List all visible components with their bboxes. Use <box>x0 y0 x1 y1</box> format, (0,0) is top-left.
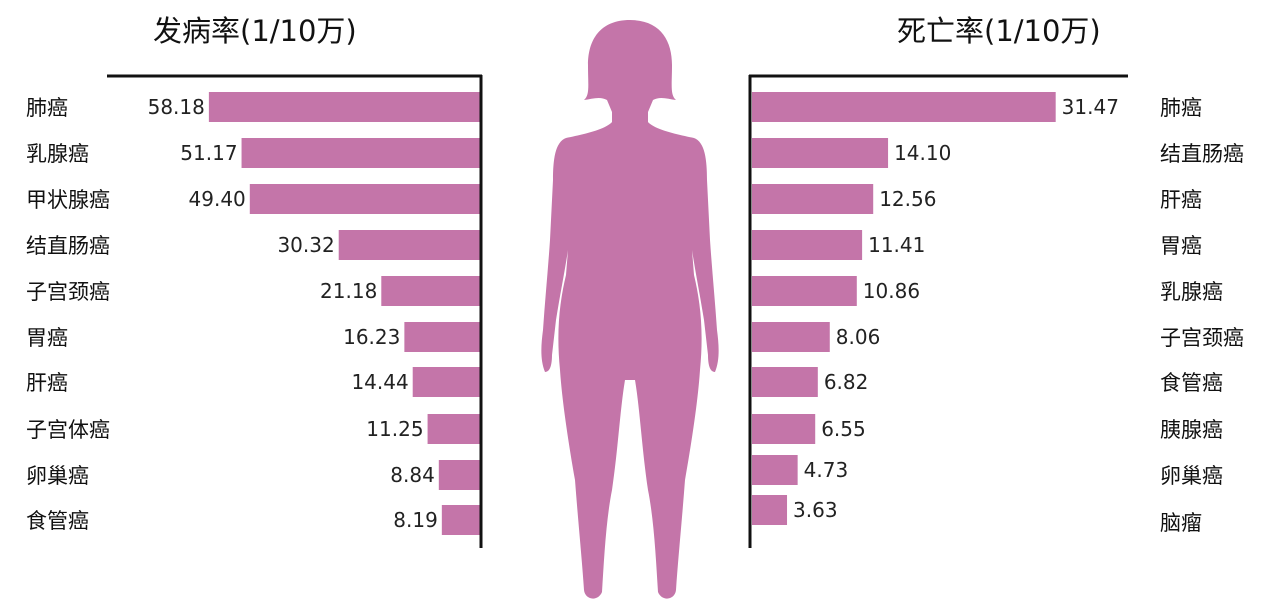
incidence-category-label: 食管癌 <box>26 509 89 533</box>
mortality-bar <box>752 455 798 485</box>
mortality-chart: 31.47 肺癌 14.10 结直肠癌 12.56 肝癌 11.41 胃癌 10.86 乳腺癌 8.… <box>752 92 1244 535</box>
incidence-bar <box>438 460 480 490</box>
left-axis <box>107 74 483 548</box>
incidence-value-label: 58.18 <box>148 95 205 119</box>
incidence-category-label: 甲状腺癌 <box>26 188 110 212</box>
incidence-category-label: 胃癌 <box>26 326 68 350</box>
mortality-category-label: 脑瘤 <box>1160 511 1202 535</box>
incidence-category-label: 卵巢癌 <box>26 464 89 488</box>
incidence-category-label: 肝癌 <box>26 371 68 395</box>
incidence-bar <box>441 505 480 535</box>
incidence-value-label: 21.18 <box>320 279 377 303</box>
right-axis <box>748 74 1128 548</box>
mortality-value-label: 31.47 <box>1062 95 1119 119</box>
mortality-category-label: 胰腺癌 <box>1160 418 1223 442</box>
mortality-category-label: 卵巢癌 <box>1160 464 1223 488</box>
mortality-category-label: 结直肠癌 <box>1160 142 1244 166</box>
mortality-bar <box>752 138 889 168</box>
incidence-value-label: 16.23 <box>343 325 400 349</box>
mortality-category-label: 乳腺癌 <box>1160 280 1223 304</box>
incidence-category-label: 结直肠癌 <box>26 234 110 258</box>
mortality-value-label: 14.10 <box>894 141 951 165</box>
mortality-bar <box>752 367 818 397</box>
incidence-bar <box>338 230 480 260</box>
mortality-bar <box>752 414 816 444</box>
mortality-bar <box>752 276 857 306</box>
mortality-bar <box>752 230 863 260</box>
incidence-category-label: 肺癌 <box>26 96 68 120</box>
incidence-bar <box>381 276 480 306</box>
mortality-value-label: 12.56 <box>879 187 936 211</box>
mortality-category-label: 胃癌 <box>1160 234 1202 258</box>
mortality-category-label: 食管癌 <box>1160 371 1223 395</box>
female-silhouette <box>541 20 719 599</box>
incidence-category-label: 乳腺癌 <box>26 142 89 166</box>
mortality-value-label: 4.73 <box>804 458 849 482</box>
mortality-category-label: 子宫颈癌 <box>1160 326 1244 350</box>
incidence-value-label: 49.40 <box>189 187 246 211</box>
incidence-bar <box>412 367 480 397</box>
mortality-category-label: 肺癌 <box>1160 96 1202 120</box>
incidence-category-label: 子宫颈癌 <box>26 280 110 304</box>
mortality-value-label: 10.86 <box>863 279 920 303</box>
mortality-bar <box>752 322 830 352</box>
incidence-bar <box>241 138 480 168</box>
mortality-value-label: 11.41 <box>868 233 925 257</box>
mortality-bar <box>752 495 788 525</box>
mortality-category-label: 肝癌 <box>1160 188 1202 212</box>
mortality-value-label: 3.63 <box>793 498 838 522</box>
incidence-bar <box>404 322 480 352</box>
mortality-bar <box>752 184 874 214</box>
incidence-value-label: 30.32 <box>277 233 334 257</box>
incidence-value-label: 11.25 <box>366 417 423 441</box>
incidence-title: 发病率(1/10万) <box>153 14 357 48</box>
incidence-bar <box>208 92 480 122</box>
incidence-category-label: 子宫体癌 <box>26 418 110 442</box>
incidence-value-label: 51.17 <box>180 141 237 165</box>
mortality-bar <box>752 92 1056 122</box>
incidence-chart: 58.18 肺癌 51.17 乳腺癌 49.40 甲状腺癌 30.32 结直肠癌 21.18 子宫… <box>26 92 480 535</box>
incidence-value-label: 8.19 <box>393 508 438 532</box>
incidence-value-label: 8.84 <box>390 463 435 487</box>
mortality-title: 死亡率(1/10万) <box>897 14 1101 48</box>
incidence-bar <box>427 414 480 444</box>
incidence-bar <box>249 184 480 214</box>
incidence-value-label: 14.44 <box>351 370 408 394</box>
mortality-value-label: 6.82 <box>824 370 869 394</box>
mortality-value-label: 6.55 <box>821 417 866 441</box>
mortality-value-label: 8.06 <box>836 325 881 349</box>
